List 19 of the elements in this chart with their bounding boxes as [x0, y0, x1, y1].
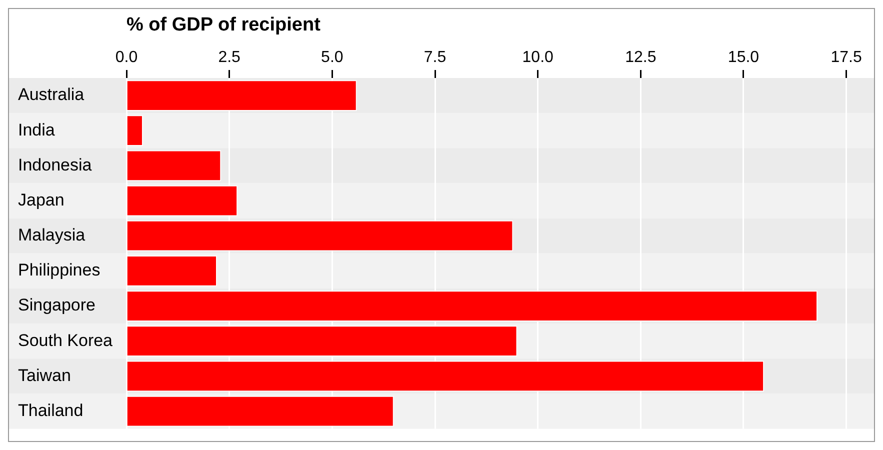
y-tick-label: Singapore — [18, 296, 96, 315]
x-tick-label: 10.0 — [522, 48, 554, 66]
y-tick-label: Indonesia — [18, 155, 92, 174]
x-tick-label: 17.5 — [830, 48, 862, 66]
y-tick-label: Australia — [18, 85, 85, 104]
x-axis-title: % of GDP of recipient — [126, 14, 322, 36]
x-tick-label: 2.5 — [218, 48, 241, 66]
x-tick-label: 7.5 — [424, 48, 446, 66]
x-tick-label: 0.0 — [115, 48, 138, 66]
x-tick-label: 12.5 — [625, 48, 656, 66]
y-tick-label: Thailand — [18, 400, 84, 420]
y-tick-label: Malaysia — [18, 226, 86, 245]
x-tick-label: 5.0 — [321, 48, 344, 66]
y-tick-label: Japan — [18, 190, 64, 210]
y-tick-label: Taiwan — [18, 366, 71, 385]
y-tick-label: India — [18, 120, 56, 140]
y-tick-label: South Korea — [18, 330, 114, 350]
x-tick-label: 15.0 — [728, 48, 760, 66]
y-tick-label: Philippines — [18, 260, 100, 280]
